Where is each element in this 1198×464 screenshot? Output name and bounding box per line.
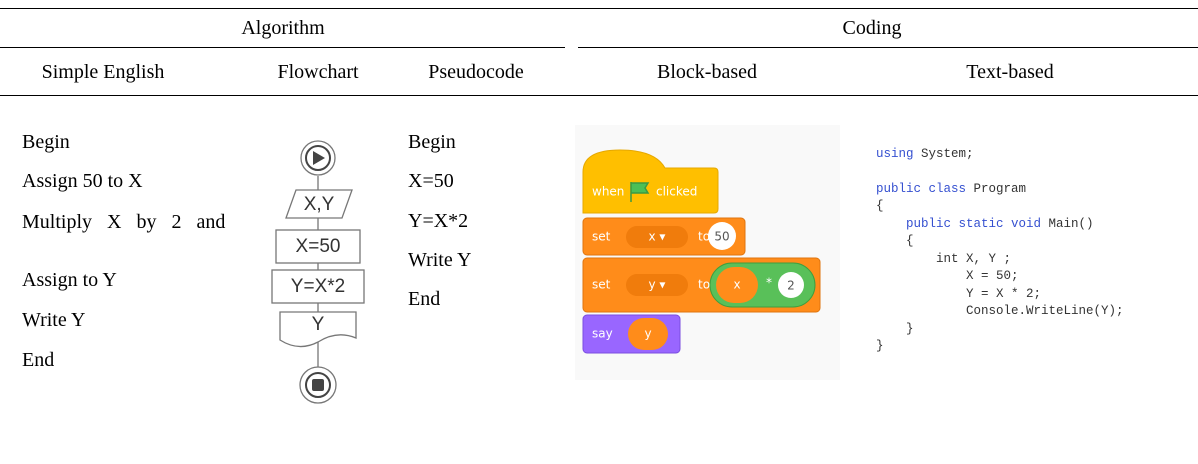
pseudocode-line: End: [408, 288, 441, 310]
input-node: [285, 189, 353, 219]
english-step: Assign to Y: [22, 269, 117, 291]
block-text: x ▾: [649, 230, 666, 244]
code-line: public static void Main(): [876, 216, 1124, 234]
code-line: Console.WriteLine(Y);: [876, 303, 1124, 321]
column-header: Pseudocode: [428, 61, 524, 83]
flowchart-label: Y: [312, 314, 325, 335]
block-text: y ▾: [649, 278, 666, 292]
english-step: Begin: [22, 131, 70, 153]
block-text: *: [766, 276, 772, 290]
flowchart-label: Y=X*2: [291, 276, 345, 297]
stop-icon: [312, 379, 324, 391]
english-step: Write Y: [22, 309, 86, 331]
code-token: {: [876, 234, 914, 248]
group-header: Algorithm: [241, 17, 325, 39]
block-text: 2: [787, 279, 795, 293]
column-header: Flowchart: [277, 61, 359, 83]
column-header: Block-based: [657, 61, 757, 83]
hat-block: [582, 149, 719, 214]
output-node: [279, 311, 357, 348]
block-text: to: [698, 278, 710, 292]
code-line: X = 50;: [876, 268, 1124, 286]
code-token: public class: [876, 181, 967, 196]
flag-icon: [630, 182, 650, 202]
input-slot: [778, 272, 804, 298]
code-line: Y = X * 2;: [876, 286, 1124, 304]
code-line: }: [876, 321, 1124, 339]
english-step: Multiply X by 2 and: [22, 211, 226, 233]
flowchart: [271, 140, 365, 404]
code-token: Main(): [1041, 216, 1094, 231]
english-step: Assign 50 to X: [22, 170, 143, 192]
code-block: using System; public class Program{ publi…: [876, 146, 1124, 356]
play-icon: [313, 151, 325, 165]
flowchart-label: X=50: [296, 236, 341, 257]
block-text: say: [592, 327, 613, 341]
block-text: x: [733, 278, 740, 292]
code-token: using: [876, 147, 914, 161]
column-header: Text-based: [966, 61, 1054, 83]
variable-reporter: [716, 267, 758, 303]
english-step: End: [22, 349, 55, 371]
block-text: clicked: [656, 185, 697, 199]
code-token: }: [876, 321, 914, 336]
block-text: to: [698, 230, 710, 244]
dropdown: [626, 226, 688, 248]
block-text: set: [592, 278, 611, 292]
dropdown: [626, 274, 688, 296]
code-token: System;: [913, 147, 974, 161]
pseudocode-line: Begin: [408, 131, 456, 153]
code-line: {: [876, 198, 1124, 216]
code-line: int X, Y ;: [876, 251, 1124, 269]
code-token: int X, Y ;: [876, 251, 1012, 266]
variable-reporter: [628, 318, 668, 350]
code-token: {: [876, 199, 884, 213]
code-token: }: [876, 339, 884, 353]
pseudocode-line: Y=X*2: [408, 210, 469, 232]
code-token: Console.WriteLine(Y);: [876, 304, 1124, 318]
process-node: [275, 229, 361, 264]
pseudocode-line: X=50: [408, 170, 454, 192]
input-slot: [708, 222, 736, 250]
block-text: y: [644, 327, 651, 341]
code-line: using System;: [876, 146, 1124, 164]
process-node: [271, 269, 365, 304]
pseudocode-line: Write Y: [408, 249, 472, 271]
block-text: set: [592, 230, 611, 244]
code-token: Y = X * 2;: [876, 286, 1042, 301]
code-line: }: [876, 338, 1124, 356]
code-line: public class Program: [876, 181, 1124, 199]
code-token: X = 50;: [876, 269, 1019, 283]
code-token: Program: [966, 181, 1027, 196]
block-text: 50: [714, 230, 729, 244]
code-token: public static void: [876, 216, 1042, 231]
flowchart-label: X,Y: [304, 194, 335, 215]
code-line: {: [876, 233, 1124, 251]
group-header: Coding: [842, 17, 902, 39]
column-header: Simple English: [41, 61, 165, 83]
block-text: when: [592, 185, 624, 199]
